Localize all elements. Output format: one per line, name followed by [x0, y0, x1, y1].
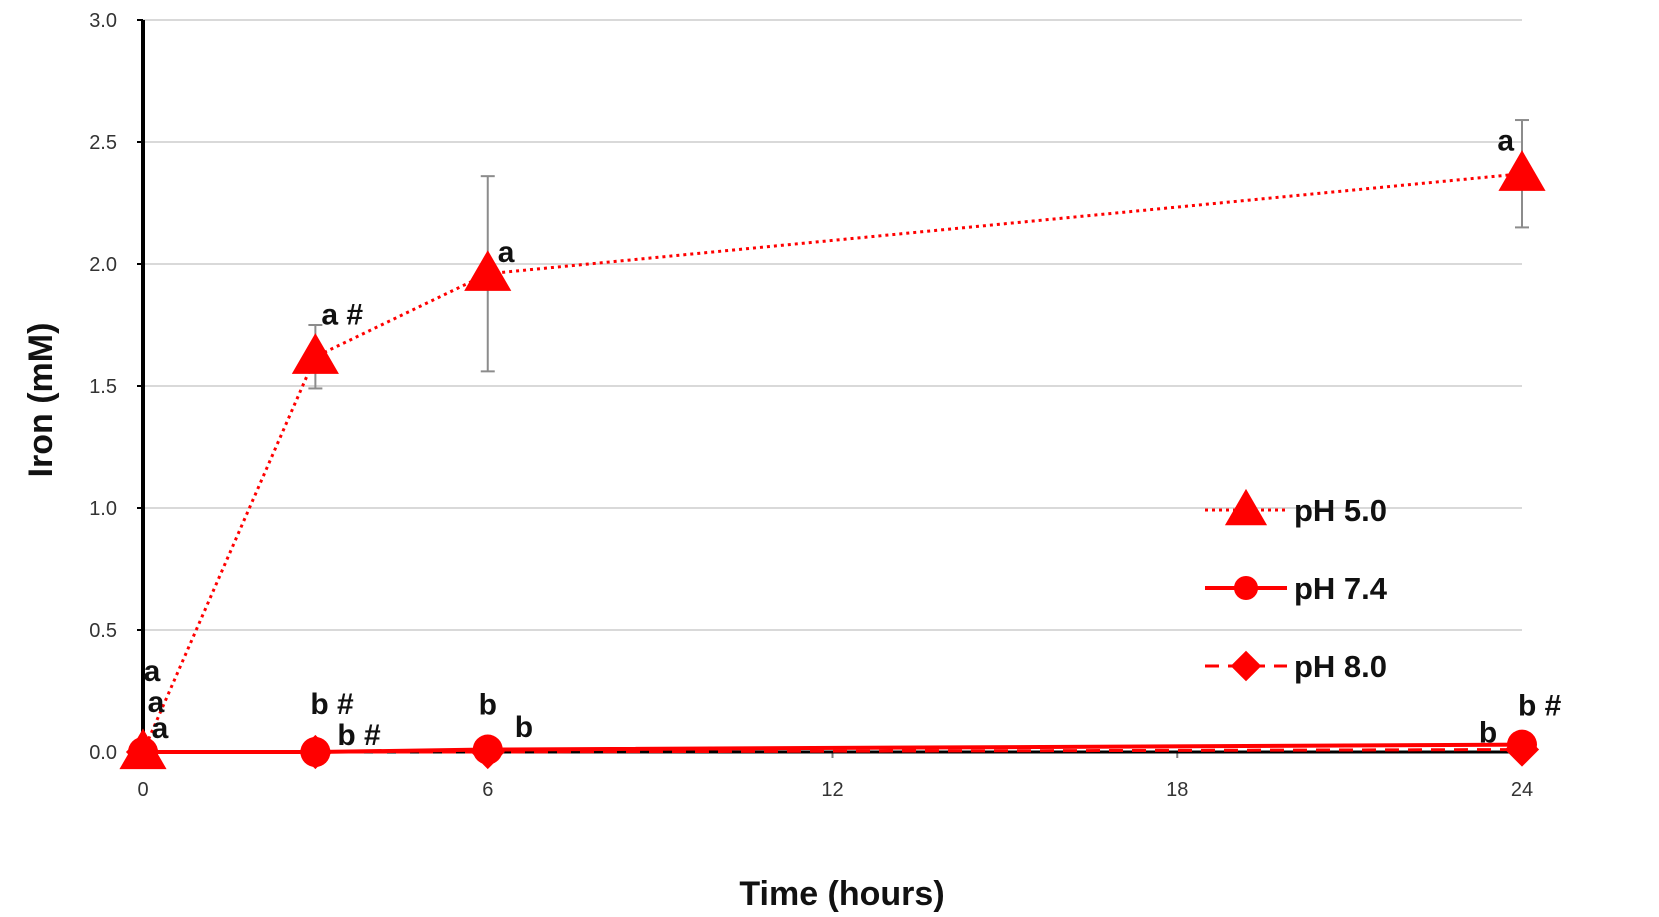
- legend: pH 5.0 pH 7.4 pH 8.0: [1205, 488, 1388, 684]
- y-tick-label-3: 1.5: [89, 376, 117, 398]
- x-tick-label-2: 12: [821, 779, 843, 801]
- marker-1-2: [472, 734, 503, 765]
- error-bars: [308, 119, 1529, 390]
- data-markers: [119, 150, 1546, 770]
- x-tick-label-3: 18: [1166, 779, 1188, 801]
- y-tick-labels: 0.0 0.5 1.0 1.5 2.0 2.5 3.0: [89, 10, 117, 764]
- series-line-0: [141, 172, 1523, 753]
- annotation-1: a: [148, 686, 165, 719]
- legend-label-1: pH 7.4: [1294, 571, 1388, 606]
- series-line-1: [143, 742, 1523, 754]
- legend-marker-1: [1234, 576, 1258, 600]
- annotation-7: b: [479, 689, 497, 722]
- x-axis-title: Time (hours): [739, 875, 944, 913]
- y-tick-label-5: 2.5: [89, 132, 117, 154]
- x-tick-labels: 0 6 12 18 24: [137, 779, 1533, 801]
- annotation-5: b #: [337, 719, 381, 752]
- legend-marker-2: [1230, 650, 1262, 682]
- annotation-9: a: [1497, 125, 1514, 158]
- series-lines: [141, 172, 1523, 754]
- x-tick-label-4: 24: [1511, 779, 1533, 801]
- y-tick-label-1: 0.5: [89, 620, 117, 642]
- y-axis-title: Iron (mM): [22, 323, 60, 478]
- annotation-10: b: [1479, 717, 1497, 750]
- annotation-0: a: [144, 655, 161, 688]
- legend-label-2: pH 8.0: [1294, 649, 1387, 684]
- annotation-3: a #: [321, 299, 363, 332]
- legend-label-0: pH 5.0: [1294, 493, 1387, 528]
- axes: [137, 19, 1523, 758]
- x-tick-label-1: 6: [482, 779, 493, 801]
- grid-lines: [143, 19, 1522, 631]
- legend-marker-0: [1224, 488, 1268, 526]
- y-tick-label-2: 1.0: [89, 498, 117, 520]
- y-tick-label-4: 2.0: [89, 254, 117, 276]
- x-tick-label-0: 0: [137, 779, 148, 801]
- annotation-4: b #: [310, 688, 354, 721]
- annotation-2: a: [152, 712, 169, 745]
- annotation-11: b #: [1518, 690, 1562, 723]
- marker-0-3: [1498, 150, 1546, 191]
- annotation-8: b: [515, 711, 533, 744]
- marker-0-2: [464, 250, 512, 291]
- y-tick-label-0: 0.0: [89, 742, 117, 764]
- marker-0-1: [291, 333, 339, 374]
- marker-1-3: [1507, 729, 1537, 760]
- y-tick-label-6: 3.0: [89, 10, 117, 32]
- annotation-6: a: [498, 236, 515, 269]
- marker-0-0: [119, 728, 167, 770]
- marker-1-1: [300, 737, 331, 767]
